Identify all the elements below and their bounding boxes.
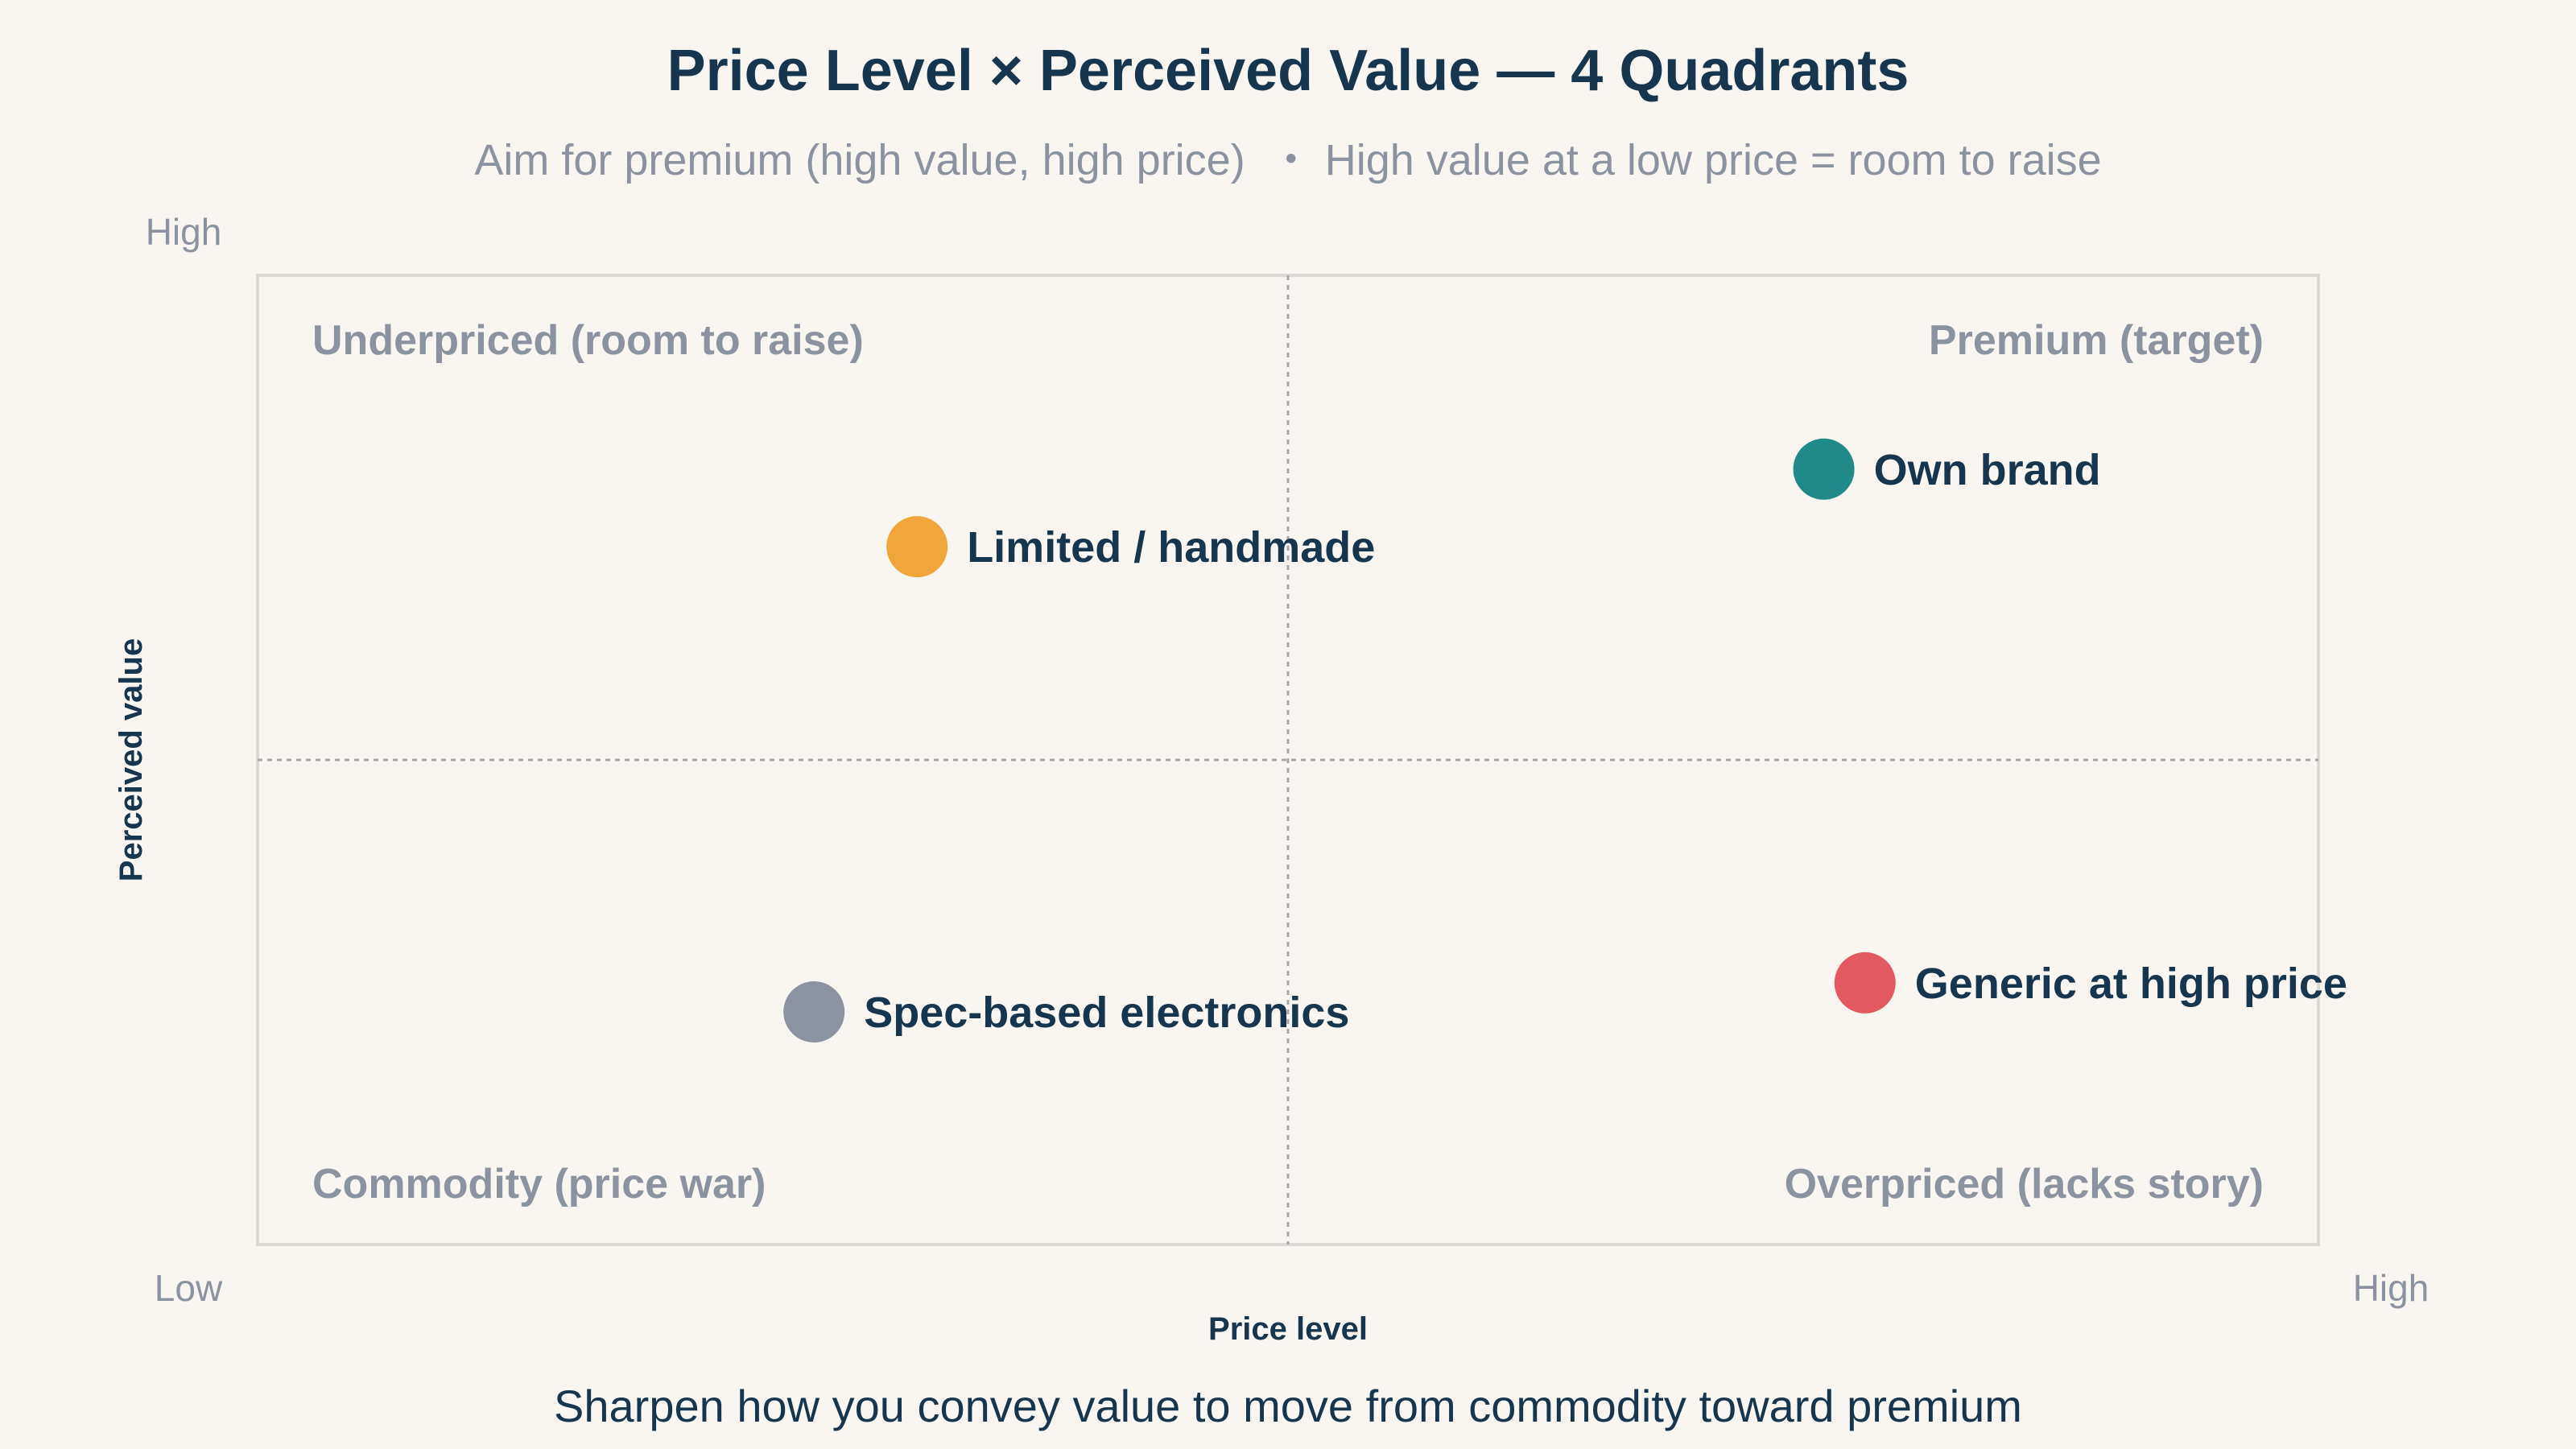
data-point-label-generic-at-high-price: Generic at high price [1915, 960, 2347, 1008]
quadrant-label-bottom-right: Overpriced (lacks story) [1785, 1161, 2264, 1208]
data-point-label-own-brand: Own brand [1874, 446, 2101, 494]
x-axis-high-label: High [2353, 1267, 2429, 1309]
data-point-own-brand [1793, 438, 1855, 500]
chart-caption: Sharpen how you convey value to move fro… [554, 1381, 2022, 1431]
y-axis-title: Perceived value [114, 638, 149, 881]
chart-title: Price Level × Perceived Value — 4 Quadra… [667, 39, 1909, 103]
data-point-limited-handmade [886, 516, 948, 578]
y-axis-high-label: High [146, 211, 222, 253]
data-point-generic-at-high-price [1834, 952, 1896, 1013]
x-axis-title: Price level [1208, 1311, 1368, 1347]
chart-subtitle: Aim for premium (high value, high price)… [474, 136, 2101, 184]
quadrant-label-top-right: Premium (target) [1929, 317, 2264, 364]
x-axis-low-label: Low [155, 1267, 223, 1309]
data-point-label-limited-handmade: Limited / handmade [967, 523, 1375, 572]
data-points: Own brand Limited / handmade Generic at hi… [783, 438, 2347, 1043]
quadrant-label-top-left: Underpriced (room to raise) [312, 317, 864, 364]
data-point-label-spec-based-electronics: Spec-based electronics [864, 989, 1349, 1037]
data-point-spec-based-electronics [783, 981, 845, 1043]
quadrant-label-bottom-left: Commodity (price war) [312, 1161, 766, 1208]
